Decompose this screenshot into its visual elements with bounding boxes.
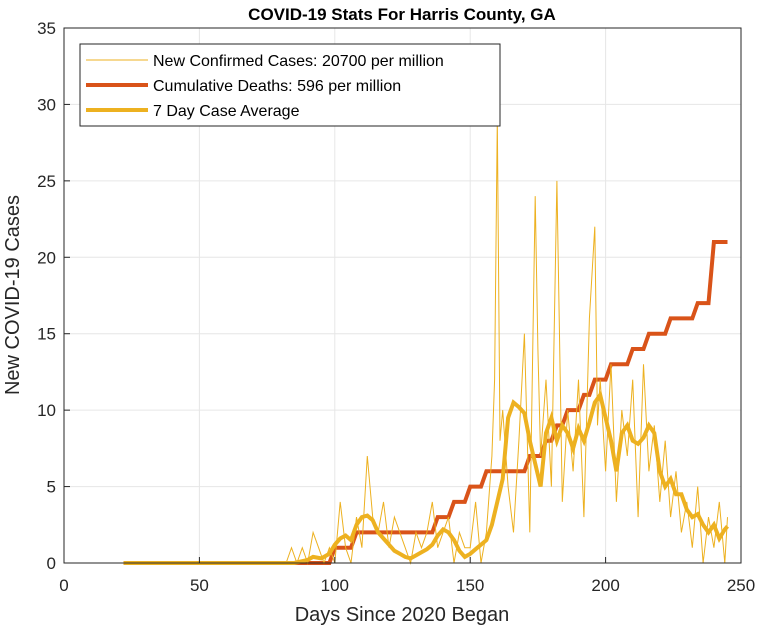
y-tick-label: 10 — [37, 401, 56, 420]
legend-label: New Confirmed Cases: 20700 per million — [153, 53, 444, 70]
legend: New Confirmed Cases: 20700 per million Cu… — [79, 43, 501, 127]
ticks: 0 50 100 150 200 250 0 5 10 15 20 25 30 35 — [37, 19, 755, 595]
y-tick-label: 25 — [37, 172, 56, 191]
y-tick-label: 35 — [37, 19, 56, 38]
series-line-7-day-case-average — [123, 390, 730, 565]
series-line-new-confirmed-cases-20700-per-million — [285, 119, 728, 565]
y-tick-label: 0 — [47, 554, 56, 573]
y-tick-label: 20 — [37, 248, 56, 267]
legend-label: 7 Day Case Average — [153, 103, 300, 120]
x-axis-label: Days Since 2020 Began — [295, 604, 510, 626]
series-layer — [123, 119, 730, 565]
y-tick-label: 30 — [37, 95, 56, 114]
x-tick-label: 150 — [456, 576, 484, 595]
x-tick-label: 100 — [321, 576, 349, 595]
y-tick-label: 15 — [37, 325, 56, 344]
plot-frame — [63, 27, 742, 564]
y-tick-label: 5 — [47, 478, 56, 497]
x-tick-label: 50 — [190, 576, 209, 595]
x-tick-label: 0 — [59, 576, 68, 595]
x-tick-label: 250 — [727, 576, 755, 595]
chart-title: COVID-19 Stats For Harris County, GA — [248, 5, 556, 24]
legend-label: Cumulative Deaths: 596 per million — [153, 78, 401, 95]
x-tick-label: 200 — [591, 576, 619, 595]
y-axis-label: New COVID-19 Cases — [2, 195, 24, 395]
legend-box — [79, 43, 501, 127]
series-line-cumulative-deaths-596-per-million — [123, 240, 728, 565]
